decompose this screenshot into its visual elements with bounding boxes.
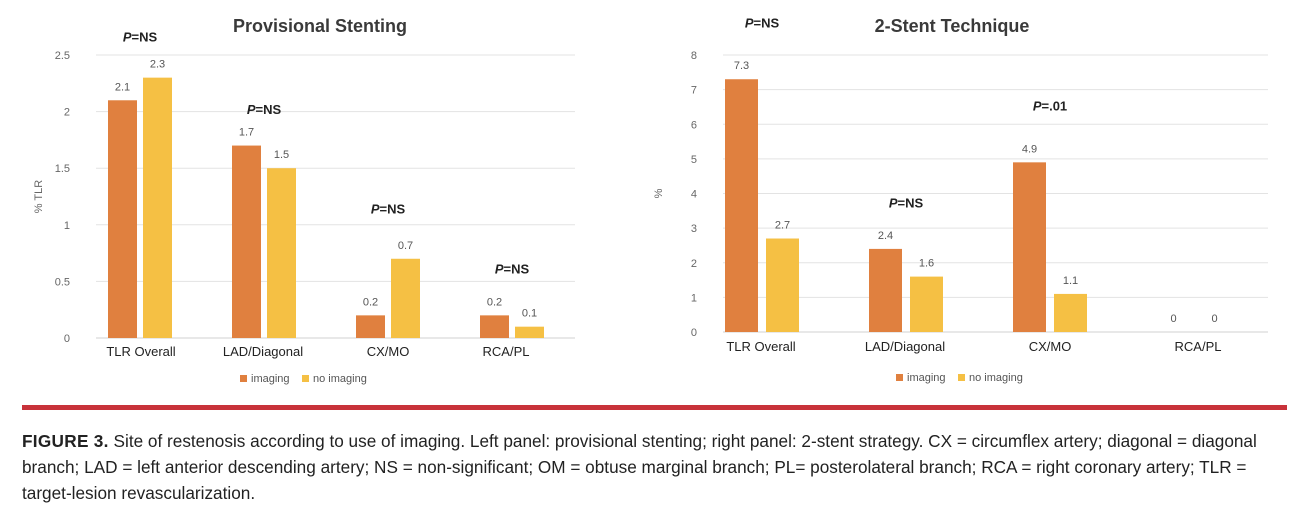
chart-left-bar-imaging (480, 315, 509, 338)
p-symbol: P (889, 195, 898, 210)
chart-left-data-label: 0.2 (363, 296, 378, 308)
chart-left-category-label: RCA/PL (483, 344, 530, 359)
chart-left-p-value-annotation: P=NS (123, 29, 158, 44)
chart-right-y-tick-label: 3 (691, 223, 697, 235)
chart-left-bar-imaging (108, 100, 137, 338)
figure-caption: FIGURE 3. Site of restenosis according t… (22, 428, 1284, 506)
chart-right-legend-label: no imaging (969, 372, 1023, 384)
chart-right-data-label: 4.9 (1022, 143, 1037, 155)
chart-right-data-label: 7.3 (734, 60, 749, 72)
chart-left-bar-no-imaging (143, 77, 172, 338)
chart-right-bar-imaging (869, 248, 902, 332)
p-value: =NS (132, 29, 158, 44)
chart-left-data-label: 2.3 (150, 59, 165, 71)
chart-right-bar-imaging (1013, 162, 1046, 332)
figure-label: FIGURE 3. (22, 431, 109, 451)
p-value: =.01 (1042, 98, 1068, 113)
chart-left-data-label: 2.1 (115, 81, 130, 93)
chart-right-bar-no-imaging (910, 276, 943, 332)
chart-right-y-tick-label: 8 (691, 50, 697, 62)
chart-left-bar-imaging (356, 315, 385, 338)
chart-left-bar-imaging (232, 145, 261, 338)
chart-left-p-value-annotation: P=NS (495, 261, 530, 276)
chart-left-y-axis-label: % TLR (33, 180, 45, 213)
chart-right-data-label: 2.7 (775, 220, 790, 232)
p-value: =NS (898, 195, 924, 210)
chart-right-legend-swatch-no-imaging (958, 374, 965, 381)
p-value: =NS (380, 201, 406, 216)
caption-divider (22, 405, 1287, 410)
chart-right-y-tick-label: 0 (691, 327, 697, 339)
chart-right-category-label: RCA/PL (1175, 339, 1222, 354)
p-symbol: P (123, 29, 132, 44)
chart-right-legend-swatch-imaging (896, 374, 903, 381)
chart-left-bar-no-imaging (391, 258, 420, 338)
chart-left-y-tick-label: 0.5 (55, 276, 70, 288)
chart-left-data-label: 0.1 (522, 308, 537, 320)
chart-right-title: 2-Stent Technique (875, 16, 1030, 36)
chart-right-data-label: 0 (1211, 313, 1217, 325)
caption-text: Site of restenosis according to use of i… (22, 431, 1257, 503)
chart-right-data-label: 1.6 (919, 258, 934, 270)
chart-right-data-label: 0 (1170, 313, 1176, 325)
chart-left-category-label: TLR Overall (106, 344, 175, 359)
chart-left-y-tick-label: 0 (64, 333, 70, 345)
p-value: =NS (754, 15, 780, 30)
figure-canvas: Provisional Stenting 0 0.5 1 1.5 2 2.5 % TLR 2.1… (33, 15, 1268, 385)
chart-left-y-tick-label: 2.5 (55, 50, 70, 62)
chart-right-data-label: 2.4 (878, 230, 893, 242)
chart-left-category-label: CX/MO (367, 344, 410, 359)
chart-right-y-tick-label: 2 (691, 258, 697, 270)
chart-left-y-tick-label: 1 (64, 220, 70, 232)
chart-right-data-label: 1.1 (1063, 275, 1078, 287)
chart-right-category-label: CX/MO (1029, 339, 1072, 354)
chart-right-category-label: TLR Overall (726, 339, 795, 354)
chart-left-legend-label: imaging (251, 373, 290, 385)
chart-left-data-label: 1.7 (239, 127, 254, 139)
p-value: =NS (256, 102, 282, 117)
chart-left-data-label: 0.7 (398, 240, 413, 252)
chart-right-y-axis-label: % (653, 188, 665, 198)
chart-right-bar-imaging (725, 79, 758, 332)
chart-right-y-tick-label: 5 (691, 154, 697, 166)
chart-right-bar-no-imaging (1054, 293, 1087, 332)
p-symbol: P (745, 15, 754, 30)
chart-right-y-tick-label: 7 (691, 85, 697, 97)
chart-right-y-tick-label: 6 (691, 119, 697, 131)
chart-left-legend-label: no imaging (313, 373, 367, 385)
chart-right-p-value-annotation: P=NS (745, 15, 780, 30)
chart-right-category-label: LAD/Diagonal (865, 339, 945, 354)
p-value: =NS (504, 261, 530, 276)
chart-right-p-value-annotation: P=NS (889, 195, 924, 210)
chart-left-data-label: 1.5 (274, 149, 289, 161)
chart-left-bar-no-imaging (267, 168, 296, 338)
chart-right-y-tick-label: 1 (691, 292, 697, 304)
chart-left-legend-swatch-no-imaging (302, 375, 309, 382)
chart-left-y-tick-label: 2 (64, 107, 70, 119)
p-symbol: P (247, 102, 256, 117)
chart-right-p-value-annotation: P=.01 (1033, 98, 1067, 113)
p-symbol: P (1033, 98, 1042, 113)
chart-right-bar-no-imaging (766, 238, 799, 332)
chart-left-bar-no-imaging (515, 326, 544, 338)
chart-left-p-value-annotation: P=NS (371, 201, 406, 216)
chart-left-p-value-annotation: P=NS (247, 102, 282, 117)
chart-left-y-tick-label: 1.5 (55, 163, 70, 175)
chart-left-category-label: LAD/Diagonal (223, 344, 303, 359)
chart-right-y-tick-label: 4 (691, 189, 697, 201)
chart-left-legend-swatch-imaging (240, 375, 247, 382)
p-symbol: P (371, 201, 380, 216)
chart-right-legend-label: imaging (907, 372, 946, 384)
p-symbol: P (495, 261, 504, 276)
chart-left-title: Provisional Stenting (233, 16, 407, 36)
chart-left-data-label: 0.2 (487, 296, 502, 308)
